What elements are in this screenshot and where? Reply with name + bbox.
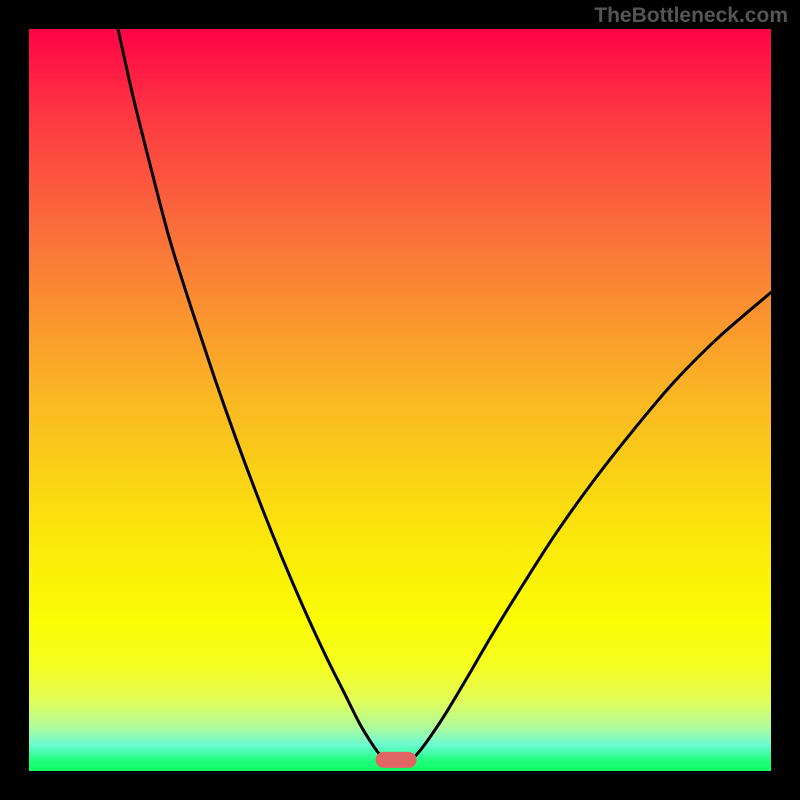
watermark-text: TheBottleneck.com	[594, 4, 788, 28]
minimum-marker	[376, 752, 417, 768]
curve-layer	[29, 29, 771, 771]
plot-area	[29, 29, 771, 771]
left-branch-curve	[118, 29, 385, 760]
right-branch-curve	[411, 292, 771, 759]
